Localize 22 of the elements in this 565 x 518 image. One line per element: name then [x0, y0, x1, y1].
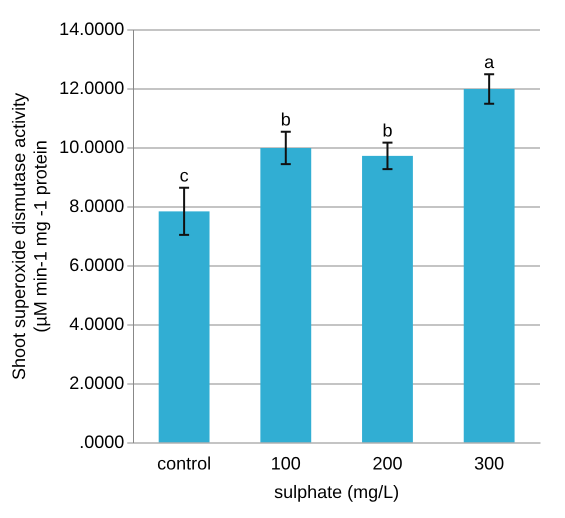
y-tick-label: 6.0000: [69, 254, 124, 275]
annotation: b: [382, 120, 392, 141]
x-tick-label: control: [157, 454, 212, 474]
annotation: c: [180, 166, 189, 186]
y-tick-label: 12.0000: [59, 78, 124, 98]
x-tick-label: 300: [474, 454, 504, 474]
x-tick-label: 100: [270, 454, 301, 474]
annotation: b: [280, 110, 291, 130]
bar: [362, 156, 413, 442]
annotation: a: [484, 52, 496, 72]
x-axis-title: sulphate (mg/L): [274, 482, 400, 502]
x-tick-label: 200: [372, 454, 402, 474]
y-tick-label: 14.0000: [59, 18, 124, 39]
y-tick-label: 2.0000: [69, 372, 124, 393]
y-tick-label: 4.0000: [69, 314, 124, 334]
bar: [260, 148, 312, 442]
y-tick-label: 8.0000: [69, 196, 124, 216]
bar: [464, 88, 515, 442]
y-axis-title: Shoot superoxide dismutase activity (µM min-1 mg -1 protein: [8, 92, 50, 380]
y-tick-label: .0000: [79, 432, 124, 452]
bar: [158, 211, 210, 442]
y-tick-label: 10.0000: [59, 136, 124, 157]
